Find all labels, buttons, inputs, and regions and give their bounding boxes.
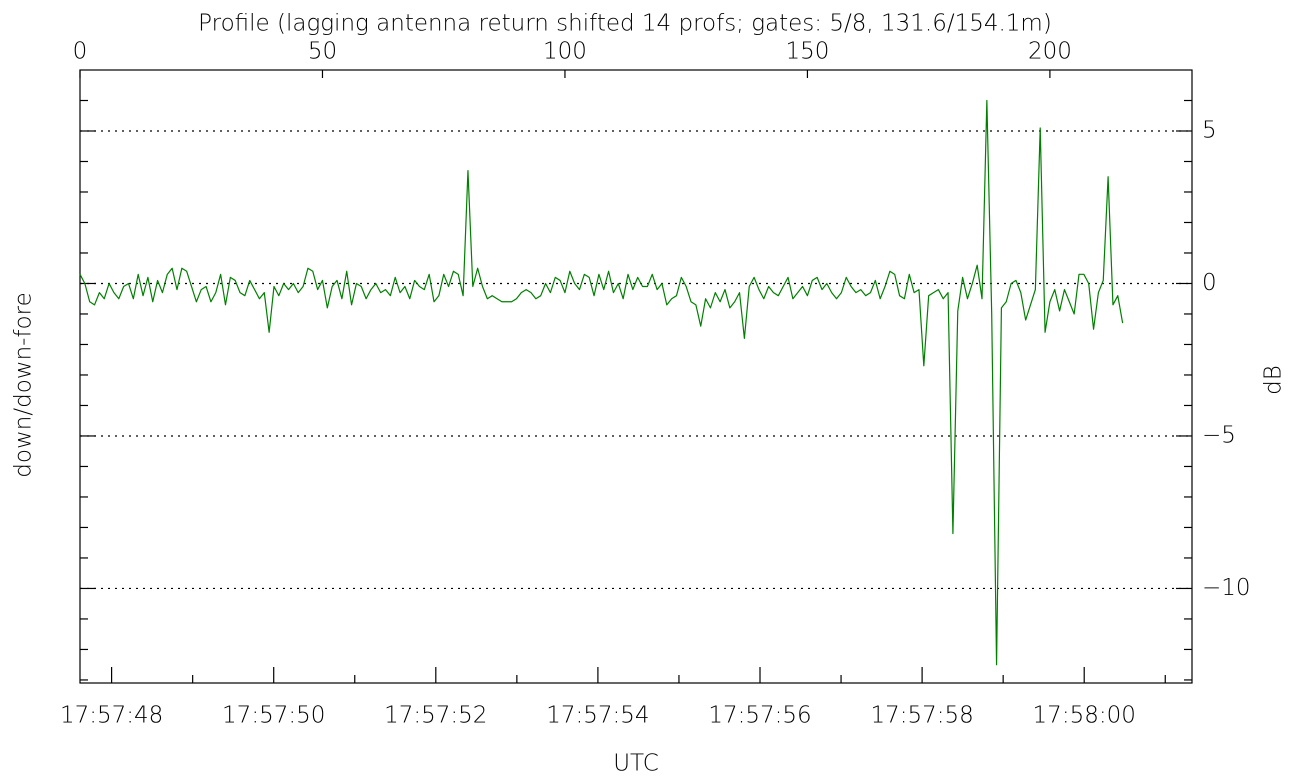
x-tick-label: 17:57:56 [708, 703, 811, 729]
top-axis-label: Profile (lagging antenna return shifted … [198, 11, 1052, 37]
top-tick-label: 150 [785, 39, 829, 65]
y2-axis-label: dB [1261, 365, 1287, 395]
y2-tick-label: −10 [1202, 575, 1251, 601]
y2-tick-label: 0 [1202, 270, 1217, 296]
y2-tick-label: −5 [1202, 422, 1236, 448]
x-tick-label: 17:57:48 [60, 703, 163, 729]
x-axis-label: UTC [613, 751, 659, 777]
x-tick-label: 17:58:00 [1033, 703, 1136, 729]
y-axis-label: down/down-fore [11, 292, 37, 477]
top-tick-label: 100 [543, 39, 587, 65]
x-tick-label: 17:57:52 [384, 703, 487, 729]
top-tick-label: 0 [73, 39, 88, 65]
x-tick-label: 17:57:54 [546, 703, 649, 729]
top-tick-label: 200 [1028, 39, 1072, 65]
x-tick-label: 17:57:50 [222, 703, 325, 729]
top-tick-label: 50 [308, 39, 337, 65]
data-line [79, 99, 1124, 666]
plot-frame [79, 69, 1193, 684]
x-tick-label: 17:57:58 [870, 703, 973, 729]
y2-tick-label: 5 [1202, 117, 1217, 143]
